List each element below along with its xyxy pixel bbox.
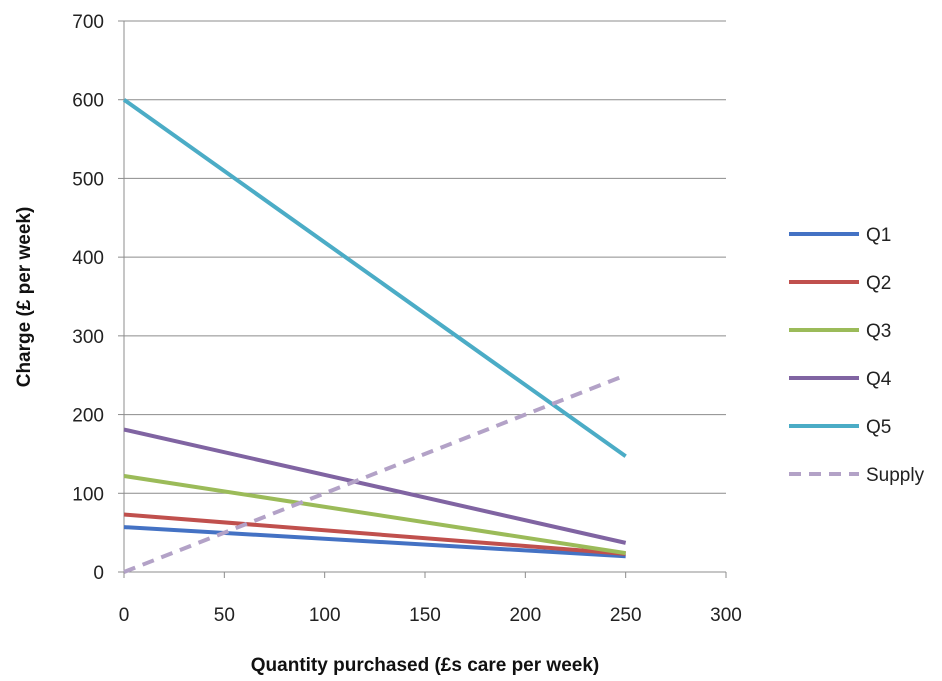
- series-line-q2: [123, 512, 626, 556]
- x-tick-labels: 0 50 100 150 200 250 300: [119, 605, 742, 626]
- series-line-supply: [123, 373, 627, 574]
- x-tick-label: 150: [409, 605, 441, 626]
- series-line-q3: [123, 473, 626, 556]
- x-tick-label: 50: [214, 605, 235, 626]
- series-line-q1: [123, 525, 626, 559]
- y-tick-label: 300: [72, 327, 104, 348]
- y-tick-label: 0: [93, 563, 104, 584]
- legend: Q1 Q2 Q3 Q4 Q5 Supply: [789, 225, 925, 486]
- axes: [123, 21, 726, 573]
- series-line-q4: [123, 427, 627, 545]
- y-tick-label: 400: [72, 248, 104, 269]
- legend-label: Q4: [866, 369, 892, 390]
- x-tick-label: 250: [610, 605, 642, 626]
- y-tick-label: 700: [72, 12, 104, 33]
- y-tick-label: 100: [72, 484, 104, 505]
- gridlines: [118, 20, 727, 578]
- legend-label: Q1: [866, 225, 891, 246]
- y-tick-labels: 0 100 200 300 400 500 600 700: [72, 12, 104, 584]
- legend-label: Q2: [866, 273, 891, 294]
- x-axis-title: Quantity purchased (£s care per week): [251, 655, 599, 676]
- legend-label: Q3: [866, 321, 891, 342]
- y-tick-label: 500: [72, 169, 104, 190]
- y-tick-label: 600: [72, 91, 104, 112]
- legend-label: Supply: [866, 465, 925, 486]
- y-axis-title: Charge (£ per week): [14, 207, 35, 388]
- x-tick-label: 300: [710, 605, 742, 626]
- legend-label: Q5: [866, 417, 891, 438]
- x-tick-label: 100: [309, 605, 341, 626]
- x-tick-label: 200: [509, 605, 541, 626]
- series-lines: [122, 98, 627, 574]
- series-line-q5: [122, 98, 627, 458]
- y-tick-label: 200: [72, 406, 104, 427]
- x-tick-label: 0: [119, 605, 130, 626]
